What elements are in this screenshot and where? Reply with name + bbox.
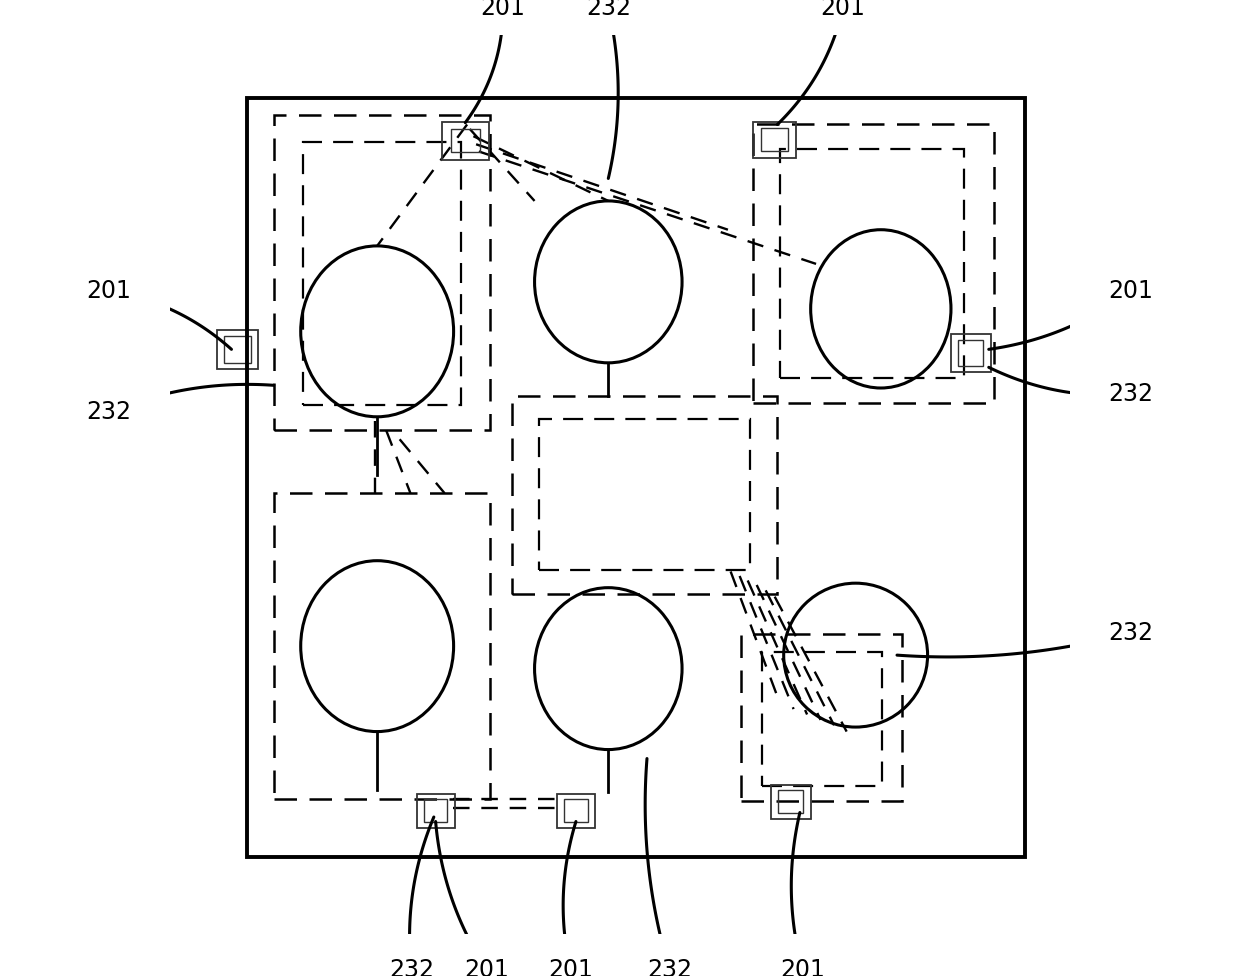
Bar <box>753 122 796 158</box>
Bar <box>951 334 991 372</box>
Text: 232: 232 <box>1109 621 1153 644</box>
Text: 201: 201 <box>780 957 825 976</box>
Bar <box>217 330 258 369</box>
Text: 232: 232 <box>585 0 631 20</box>
Text: 201: 201 <box>821 0 866 20</box>
Bar <box>539 419 750 570</box>
Bar <box>557 793 595 828</box>
Text: 201: 201 <box>87 279 131 303</box>
Bar <box>753 125 994 403</box>
Bar <box>247 98 1024 858</box>
Bar <box>761 128 789 151</box>
Bar <box>451 129 480 152</box>
Text: 232: 232 <box>1109 383 1153 406</box>
Bar <box>780 148 965 378</box>
Text: 232: 232 <box>647 957 692 976</box>
Bar <box>424 799 448 823</box>
Bar <box>274 493 490 799</box>
Bar <box>441 122 489 159</box>
Bar <box>304 142 461 405</box>
Text: 201: 201 <box>481 0 526 20</box>
Bar <box>771 785 811 819</box>
Bar <box>224 336 252 363</box>
Bar <box>959 341 983 366</box>
Text: 232: 232 <box>87 400 131 425</box>
Bar <box>512 396 777 594</box>
Text: 232: 232 <box>389 957 434 976</box>
Bar <box>564 799 588 823</box>
Text: 201: 201 <box>1109 279 1153 303</box>
Bar <box>763 652 882 786</box>
Bar <box>417 793 455 828</box>
Bar <box>742 634 901 801</box>
Text: 201: 201 <box>548 957 593 976</box>
Bar <box>779 790 804 813</box>
Bar <box>274 115 490 430</box>
Text: 201: 201 <box>465 957 510 976</box>
